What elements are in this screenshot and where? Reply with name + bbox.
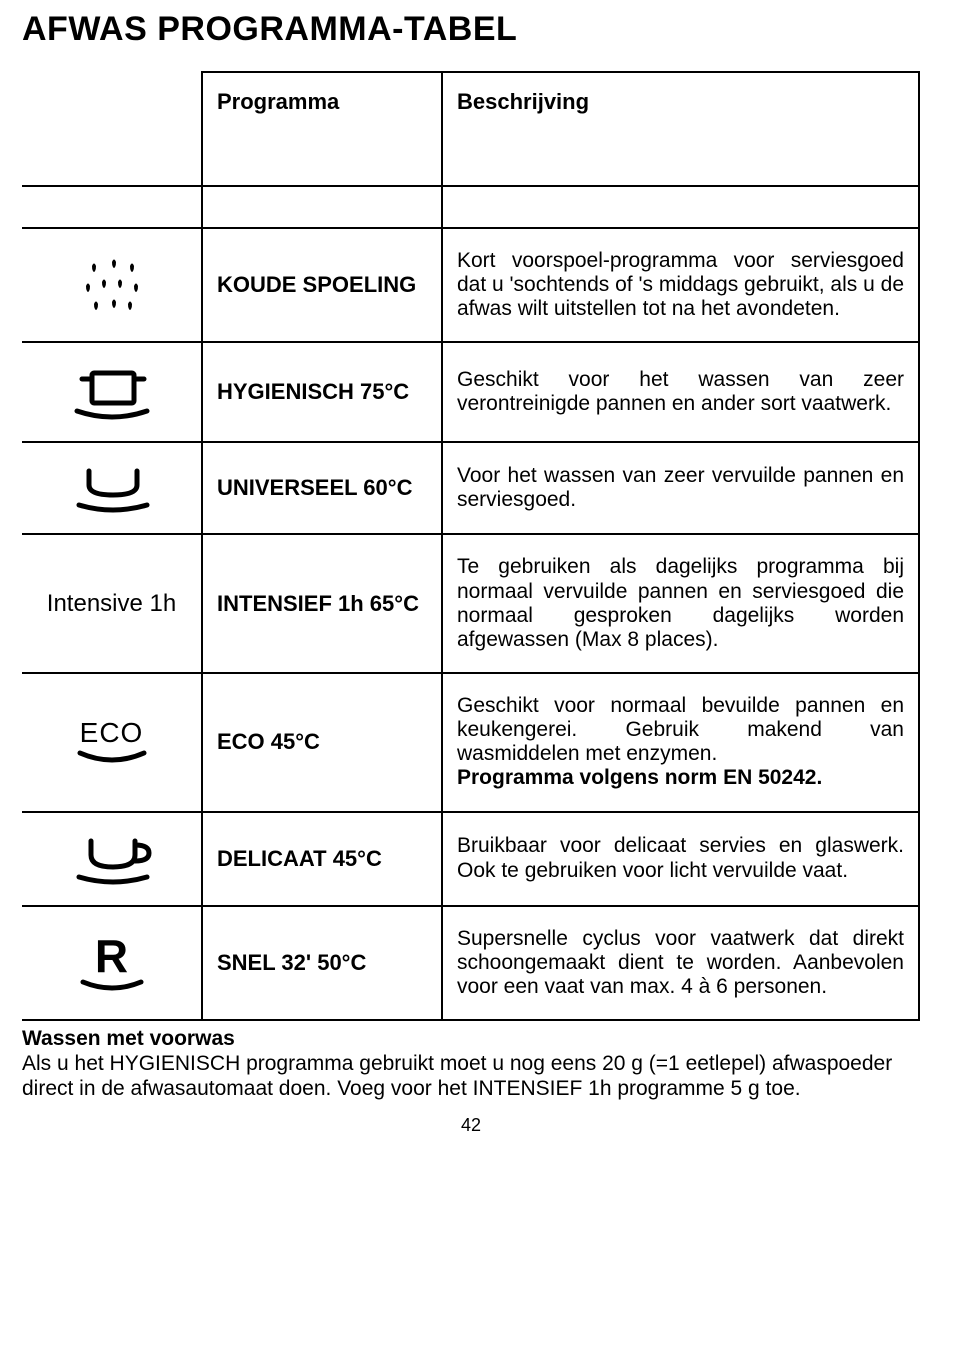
- pot-icon: [22, 342, 202, 442]
- program-name: HYGIENISCH 75°C: [202, 342, 442, 442]
- program-table: Programma Beschrijving: [22, 71, 920, 1021]
- program-name: ECO 45°C: [202, 673, 442, 812]
- header-description: Beschrijving: [442, 72, 919, 186]
- program-desc: Voor het wassen van zeer vervuilde panne…: [442, 442, 919, 534]
- table-row: Intensive 1h INTENSIEF 1h 65°C Te gebrui…: [22, 534, 919, 673]
- program-desc: Kort voorspoel-programma voor serviesgoe…: [442, 228, 919, 342]
- eco-icon: ECO: [22, 673, 202, 812]
- program-desc: Geschikt voor normaal bevuilde pannen en…: [442, 673, 919, 812]
- table-row: ECO ECO 45°C Geschikt voor normaal bevui…: [22, 673, 919, 812]
- program-name: KOUDE SPOELING: [202, 228, 442, 342]
- program-desc: Bruikbaar voor delicaat servies en glasw…: [442, 812, 919, 906]
- bowl-icon: [22, 442, 202, 534]
- header-row: Programma Beschrijving: [22, 72, 919, 186]
- footnote: Wassen met voorwas Als u het HYGIENISCH …: [22, 1027, 920, 1101]
- program-desc: Geschikt voor het wassen van zeer veront…: [442, 342, 919, 442]
- table-row: R SNEL 32' 50°C Supersnelle cyclus voor …: [22, 906, 919, 1020]
- intensive-icon: Intensive 1h: [22, 534, 202, 673]
- spray-drops-icon: [22, 228, 202, 342]
- table-row: DELICAAT 45°C Bruikbaar voor delicaat se…: [22, 812, 919, 906]
- rapid-icon: R: [22, 906, 202, 1020]
- cup-icon: [22, 812, 202, 906]
- program-name: SNEL 32' 50°C: [202, 906, 442, 1020]
- header-program: Programma: [202, 72, 442, 186]
- program-name: INTENSIEF 1h 65°C: [202, 534, 442, 673]
- header-icon-col: [22, 72, 202, 186]
- header-gap: [22, 186, 919, 228]
- program-desc: Te gebruiken als dagelijks programma bij…: [442, 534, 919, 673]
- table-row: UNIVERSEEL 60°C Voor het wassen van zeer…: [22, 442, 919, 534]
- table-row: HYGIENISCH 75°C Geschikt voor het wassen…: [22, 342, 919, 442]
- table-row: KOUDE SPOELING Kort voorspoel-programma …: [22, 228, 919, 342]
- program-desc: Supersnelle cyclus voor vaatwerk dat dir…: [442, 906, 919, 1020]
- program-name: UNIVERSEEL 60°C: [202, 442, 442, 534]
- program-name: DELICAAT 45°C: [202, 812, 442, 906]
- page-title: AFWAS PROGRAMMA-TABEL: [22, 10, 920, 49]
- page-number: 42: [22, 1115, 920, 1136]
